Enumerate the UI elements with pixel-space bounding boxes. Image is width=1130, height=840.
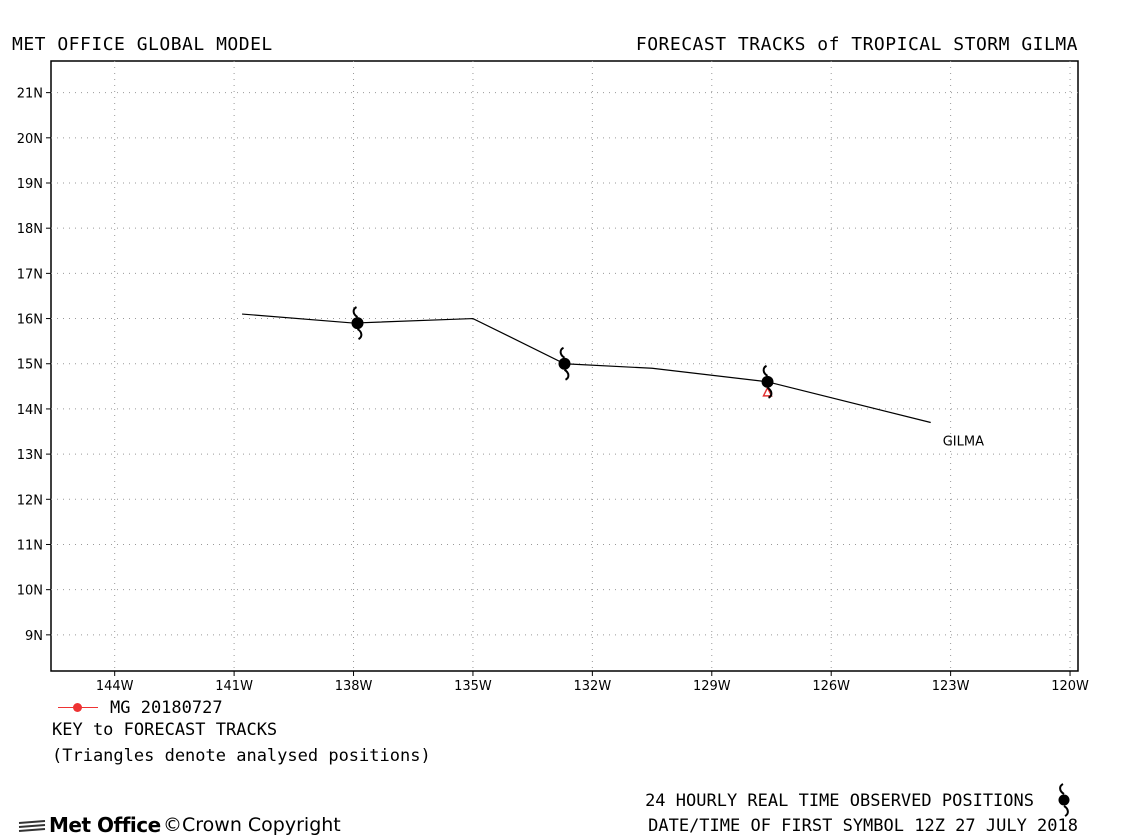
y-tick-label: 14N [17, 403, 43, 418]
x-tick-label: 132W [574, 679, 612, 694]
copyright-text: ©Crown Copyright [163, 814, 341, 836]
observed-position-tail-top [762, 364, 769, 377]
observed-position-tail-bottom [766, 386, 773, 399]
legend-key-title: KEY to FORECAST TRACKS [52, 720, 278, 740]
observed-position-tail-top [559, 346, 566, 359]
x-tick-label: 129W [693, 679, 731, 694]
x-tick-label: 135W [454, 679, 492, 694]
observed-position-tail-bottom [356, 328, 363, 340]
y-tick-label: 17N [17, 267, 43, 282]
x-tick-label: 144W [96, 679, 134, 694]
y-tick-label: 11N [17, 538, 43, 553]
observed-position-marker [558, 357, 571, 370]
x-tick-label: 141W [215, 679, 253, 694]
track-chart: 144W 141W 138W 135W 132W 129W 126W 123W 120W 9N 10… [17, 60, 1089, 694]
observed-position-tail-top [352, 306, 359, 318]
legend-run-label: MG 20180727 [110, 698, 223, 718]
y-tick-label: 18N [17, 222, 43, 237]
y-tick-label: 13N [17, 448, 43, 463]
track-label: GILMA [943, 434, 984, 449]
met-office-brand: Met Office [49, 813, 161, 837]
y-tick-label: 15N [17, 358, 43, 373]
met-office-waves-icon [18, 819, 46, 832]
observed-position-tail-bottom [563, 368, 570, 381]
tropical-storm-icon [1058, 783, 1070, 817]
x-tick-label: 126W [812, 679, 850, 694]
y-tick-label: 10N [17, 584, 43, 599]
forecast-track-line [242, 313, 931, 424]
met-office-logo: Met Office [18, 813, 161, 837]
observed-position-marker [351, 317, 364, 330]
chart-title-right: FORECAST TRACKS of TROPICAL STORM GILMA [635, 34, 1078, 55]
observed-position-marker [761, 375, 774, 388]
y-tick-label: 9N [25, 629, 43, 644]
observed-positions-label: 24 HOURLY REAL TIME OBSERVED POSITIONS [645, 791, 1034, 811]
chart-title-left: MET OFFICE GLOBAL MODEL [12, 34, 273, 55]
first-symbol-label: DATE/TIME OF FIRST SYMBOL 12Z 27 JULY 20… [648, 816, 1078, 836]
x-tick-label: 123W [932, 679, 970, 694]
analysed-position-marker [762, 386, 773, 397]
y-tick-label: 19N [17, 177, 43, 192]
legend-key-note: (Triangles denote analysed positions) [52, 746, 431, 766]
x-tick-label: 138W [335, 679, 373, 694]
y-tick-label: 21N [17, 87, 43, 102]
y-tick-label: 12N [17, 493, 43, 508]
y-tick-label: 20N [17, 132, 43, 147]
x-tick-label: 120W [1051, 679, 1089, 694]
legend-dot [73, 703, 82, 712]
y-tick-label: 16N [17, 313, 43, 328]
plot-frame [50, 60, 1079, 672]
